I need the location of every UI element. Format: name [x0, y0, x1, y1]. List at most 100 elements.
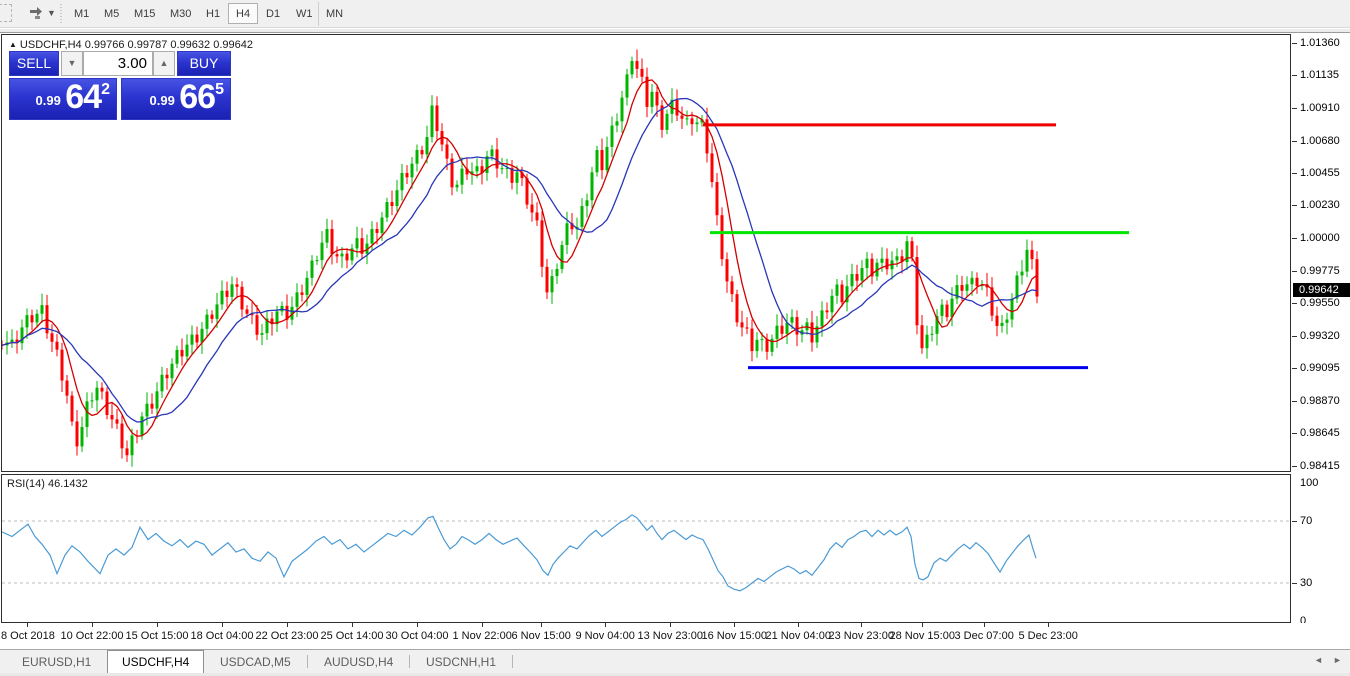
quote-symbol: USDCHF,H4: [19, 39, 82, 51]
tab-usdcnh-h1[interactable]: USDCNH,H1: [426, 655, 497, 669]
price-tick-label: 1.00680: [1300, 134, 1340, 147]
price-tick: [1292, 238, 1297, 240]
time-tick: [1048, 623, 1049, 627]
time-tick-label: 3 Dec 07:00: [954, 630, 1014, 642]
time-tick: [92, 623, 93, 627]
time-tick: [798, 623, 799, 627]
rsi-indicator-pane[interactable]: RSI(14) 46.1432: [1, 474, 1291, 623]
rsi-label: RSI(14) 46.1432: [7, 478, 88, 490]
rsi-chart: [2, 514, 1290, 592]
price-tick: [1292, 336, 1297, 337]
price-tick: [1292, 107, 1297, 109]
toolbar-grip[interactable]: [58, 4, 63, 24]
tab-eurusd-h1[interactable]: EURUSD,H1: [22, 655, 92, 669]
rsi-scale-label: 0: [1300, 615, 1307, 627]
volume-decrease-button[interactable]: ▼: [61, 51, 83, 76]
tab-scroll-right-icon[interactable]: ►: [1333, 655, 1342, 665]
price-tick-label: 0.99550: [1300, 296, 1340, 309]
price-tick: [1292, 368, 1297, 370]
current-price-badge: 0.99642: [1293, 282, 1350, 297]
time-tick: [984, 623, 985, 627]
arrange-dropdown-caret-icon[interactable]: ▼: [47, 8, 56, 18]
quote-low: 0.99632: [170, 39, 211, 51]
selection-tool-icon[interactable]: [0, 4, 12, 22]
time-tick-label: 5 Dec 23:00: [1018, 630, 1078, 642]
volume-increase-button[interactable]: ▲: [153, 51, 175, 76]
time-tick-label: 23 Nov 23:00: [828, 630, 894, 642]
timeframe-button-w1[interactable]: W1: [296, 8, 313, 20]
candlestick-chart[interactable]: [2, 35, 1290, 471]
tab-audusd-h4[interactable]: AUDUSD,H4: [324, 655, 394, 669]
bottom-strip: [0, 673, 1350, 676]
time-tick-label: 13 Nov 23:00: [637, 630, 703, 642]
time-tick-label: 28 Nov 15:00: [889, 630, 955, 642]
tab-usdchf-h4[interactable]: USDCHF,H4: [107, 650, 205, 674]
time-tick: [287, 623, 288, 627]
price-tick: [1292, 270, 1297, 272]
tab-separator: [409, 655, 410, 668]
time-tick: [670, 623, 671, 627]
price-tick-label: 1.00000: [1300, 232, 1340, 245]
timeframe-button-h1[interactable]: H1: [206, 8, 221, 20]
timeframe-button-d1[interactable]: D1: [266, 8, 281, 20]
toolbar-separator: [318, 2, 319, 26]
timeframe-button-m30[interactable]: M30: [170, 8, 192, 20]
rsi-scale-label: 100: [1300, 477, 1319, 489]
buy-button[interactable]: BUY: [177, 51, 231, 76]
quote-header: ▲ USDCHF,H4 0.99766 0.99787 0.99632 0.996…: [9, 39, 253, 51]
price-chart-pane[interactable]: ▲ USDCHF,H4 0.99766 0.99787 0.99632 0.996…: [1, 34, 1291, 472]
sell-price-button[interactable]: 0.99 642: [9, 78, 117, 120]
price-tick: [1292, 205, 1297, 207]
chart-tab-bar: ◄ ► EURUSD,H1 USDCHF,H4 USDCAD,M5 AUDUSD,H4…: [0, 649, 1350, 674]
price-tick-label: 1.01135: [1300, 69, 1339, 82]
tab-usdcad-m5[interactable]: USDCAD,M5: [220, 655, 291, 669]
time-tick-label: 16 Nov 15:00: [701, 630, 767, 642]
price-tick-label: 1.01360: [1300, 37, 1340, 49]
time-axis[interactable]: 8 Oct 2018 10 Oct 22:00 15 Oct 15:00 18 Oct…: [0, 623, 1350, 649]
time-tick: [734, 623, 735, 627]
buy-price: 0.99 665: [149, 78, 225, 116]
time-tick: [605, 623, 606, 627]
volume-input[interactable]: 3.00: [83, 51, 153, 76]
price-tick-label: 1.00910: [1300, 101, 1340, 114]
time-tick-label: 1 Nov 22:00: [452, 630, 512, 642]
time-tick-label: 22 Oct 23:00: [255, 630, 319, 642]
timeframe-button-m15[interactable]: M15: [134, 8, 156, 20]
price-tick-label: 1.00230: [1300, 199, 1340, 212]
quote-open: 0.99766: [84, 39, 125, 51]
time-tick-label: 9 Nov 04:00: [575, 630, 635, 642]
price-tick: [1292, 43, 1297, 44]
time-tick: [482, 623, 483, 627]
price-tick: [1292, 140, 1297, 142]
slow-ma-line: [2, 97, 1038, 423]
timeframe-button-m1[interactable]: M1: [74, 8, 90, 20]
rsi-scale-label: 70: [1300, 515, 1313, 527]
time-tick: [541, 623, 542, 627]
rsi-scale-label: 30: [1300, 577, 1313, 589]
rsi-tick: [1292, 583, 1297, 584]
price-tick-label: 0.98415: [1300, 460, 1340, 472]
quote-close: 0.99642: [213, 39, 253, 51]
time-tick: [222, 623, 223, 627]
timeframe-button-h4[interactable]: H4: [228, 3, 259, 24]
candles: [2, 49, 1039, 467]
price-tick-label: 0.98645: [1300, 426, 1340, 439]
tab-scroll-left-icon[interactable]: ◄: [1314, 655, 1323, 665]
one-click-trade-panel: SELL ▼ 3.00 ▲ BUY 0.99 642 0.99 665: [9, 51, 231, 120]
price-tick: [1292, 172, 1297, 174]
price-tick-label: 1.00455: [1300, 166, 1340, 179]
arrange-windows-icon[interactable]: [28, 5, 46, 21]
quote-high: 0.99787: [127, 39, 168, 51]
sell-button[interactable]: SELL: [9, 51, 59, 76]
quote-expand-arrow-icon[interactable]: ▲: [9, 40, 17, 49]
time-tick-label: 6 Nov 15:00: [511, 630, 571, 642]
timeframe-button-m5[interactable]: M5: [104, 8, 120, 20]
buy-price-button[interactable]: 0.99 665: [121, 78, 231, 120]
price-tick: [1292, 466, 1297, 467]
time-tick: [157, 623, 158, 627]
time-tick: [861, 623, 862, 627]
sell-price: 0.99 642: [35, 78, 111, 116]
timeframe-button-mn[interactable]: MN: [326, 8, 344, 20]
time-tick-label: 18 Oct 04:00: [190, 630, 254, 642]
time-tick-label: 10 Oct 22:00: [60, 630, 124, 642]
